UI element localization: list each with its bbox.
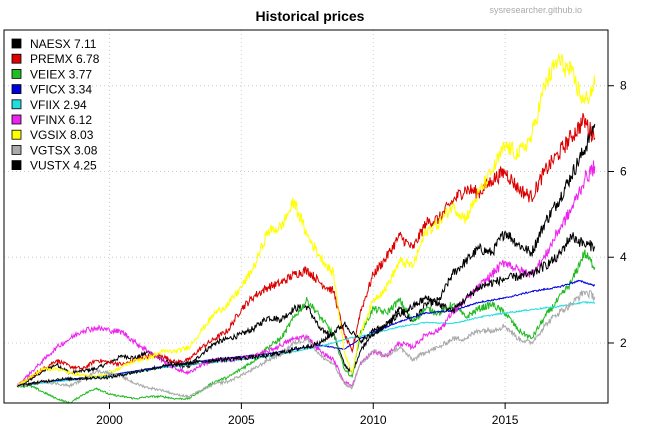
legend-swatch (11, 144, 22, 155)
legend-swatch (11, 38, 22, 49)
series-line (17, 279, 596, 387)
legend-label: PREMX 6.78 (30, 52, 100, 66)
legend-swatch (11, 69, 22, 79)
legend-swatch (11, 84, 22, 94)
series-line (16, 123, 596, 387)
legend-swatch (11, 53, 22, 64)
y-tick-label: 8 (620, 79, 627, 93)
series-line (16, 113, 596, 387)
y-tick-label: 4 (620, 250, 627, 264)
x-tick-label: 2010 (360, 413, 387, 427)
x-tick-label: 2015 (492, 413, 519, 427)
plot-frame (3, 29, 609, 404)
legend-label: VUSTX 4.25 (30, 159, 97, 173)
legend-swatch (11, 99, 22, 110)
series-line (16, 160, 596, 388)
legend-label: VFIIX 2.94 (30, 98, 87, 112)
y-tick-label: 2 (620, 336, 627, 350)
legend-label: NAESX 7.11 (30, 37, 97, 51)
watermark: sysresearcher.github.io (489, 5, 582, 15)
series-lines (16, 53, 596, 404)
legend-label: VGSIX 8.03 (30, 128, 94, 142)
legend-label: VEIEX 3.77 (30, 67, 92, 81)
legend-swatch (11, 160, 22, 171)
legend-label: VFICX 3.34 (30, 83, 92, 97)
series-line (16, 249, 596, 404)
chart-title: Historical prices (256, 8, 365, 24)
legend-swatch (11, 129, 22, 140)
series-line (16, 232, 596, 388)
axes: 2000 2005 2010 2015 2 4 6 8 (96, 79, 627, 427)
legend-label: VGTSX 3.08 (30, 143, 98, 157)
x-tick-label: 2005 (228, 413, 255, 427)
series-line (16, 53, 596, 388)
grid (4, 30, 608, 403)
x-tick-label: 2000 (96, 413, 123, 427)
y-tick-label: 6 (620, 164, 627, 178)
legend-swatch (11, 114, 22, 125)
legend-label: VFINX 6.12 (30, 113, 92, 127)
